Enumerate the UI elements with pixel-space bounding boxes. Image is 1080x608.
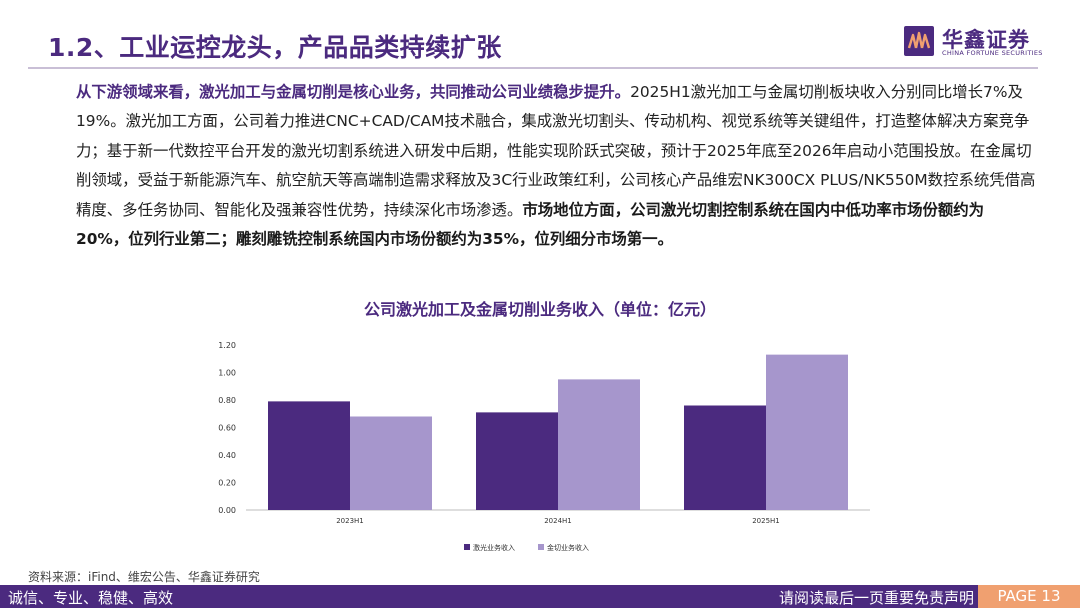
footer-bar: 诚信、专业、稳健、高效 请阅读最后一页重要免责声明 PAGE 13 — [0, 585, 1080, 608]
bar-2025H1-金切业务收入 — [766, 354, 848, 510]
y-tick-label: 0.80 — [218, 396, 236, 405]
legend-label-激光业务收入: 激光业务收入 — [473, 543, 515, 552]
y-tick-label: 0.60 — [218, 424, 236, 433]
logo-name: 华鑫证券 — [942, 28, 1030, 52]
legend-swatch-激光业务收入 — [464, 544, 470, 550]
bar-2024H1-金切业务收入 — [558, 379, 640, 510]
logo-mark-icon — [904, 26, 934, 56]
bar-2023H1-金切业务收入 — [350, 416, 432, 510]
revenue-bar-chart: 0.00 0.20 0.40 0.60 0.80 1.00 1.20 2023H1 2024H1… — [218, 341, 870, 552]
y-tick-label: 1.00 — [218, 369, 236, 378]
body-market-position: 市场地位方面，公司激光切割控制系统在国内中低功率市场份额约为20%，位列行业第二… — [76, 200, 985, 249]
page-title: 1.2、工业运控龙头，产品品类持续扩张 — [48, 33, 502, 62]
legend-label-金切业务收入: 金切业务收入 — [547, 543, 589, 552]
data-source-note: 资料来源：iFind、维宏公告、华鑫证券研究 — [28, 570, 260, 584]
page-number: PAGE 13 — [978, 585, 1080, 608]
y-tick-label: 0.40 — [218, 451, 236, 460]
legend-swatch-金切业务收入 — [538, 544, 544, 550]
body-main-text: 2025H1激光加工与金属切削板块收入分别同比增长7%及19%。激光加工方面，公… — [76, 83, 1036, 219]
company-logo: 华鑫证券 CHINA FORTUNE SECURITIES — [904, 24, 1044, 60]
bar-2023H1-激光业务收入 — [268, 401, 350, 510]
x-tick-label: 2023H1 — [336, 517, 364, 525]
x-tick-label: 2024H1 — [544, 517, 572, 525]
body-paragraph: 从下游领域来看，激光加工与金属切削是核心业务，共同推动公司业绩稳步提升。2025… — [76, 78, 1036, 254]
y-tick-label: 1.20 — [218, 341, 236, 350]
footer-disclaimer-link[interactable]: 请阅读最后一页重要免责声明 — [778, 589, 974, 607]
body-lead-highlight: 从下游领域来看，激光加工与金属切削是核心业务，共同推动公司业绩稳步提升。 — [76, 83, 631, 101]
bar-2024H1-激光业务收入 — [476, 412, 558, 510]
chart-title: 公司激光加工及金属切削业务收入（单位：亿元） — [363, 300, 716, 319]
logo-subtitle: CHINA FORTUNE SECURITIES — [942, 49, 1043, 57]
y-tick-label: 0.20 — [218, 479, 236, 488]
footer-motto: 诚信、专业、稳健、高效 — [8, 589, 174, 607]
x-tick-label: 2025H1 — [752, 517, 780, 525]
header-divider — [28, 67, 1038, 69]
y-tick-label: 0.00 — [218, 506, 236, 515]
bar-2025H1-激光业务收入 — [684, 405, 766, 510]
